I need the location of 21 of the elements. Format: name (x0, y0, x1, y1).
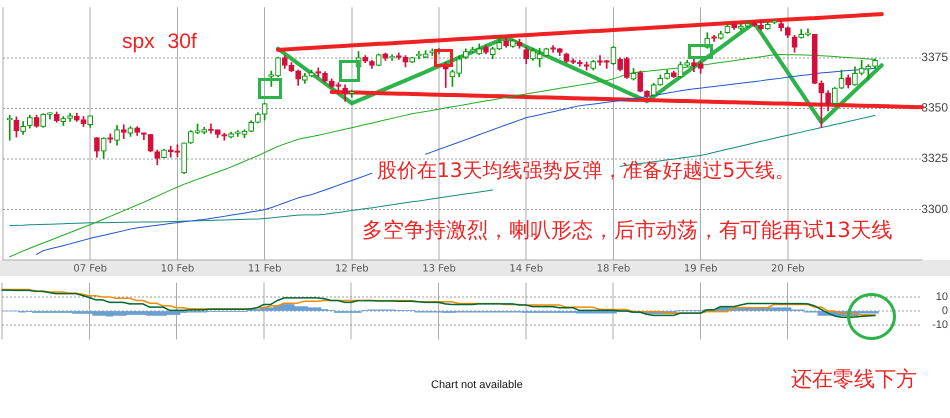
y-tick-label: 3325 (921, 151, 948, 166)
y-tick-label: 3300 (921, 202, 948, 216)
x-tick-label: 13 Feb (422, 264, 456, 275)
y-tick-label: 3375 (921, 50, 948, 64)
y-tick-label: 3350 (921, 100, 948, 115)
text: 还在零线下方 (791, 367, 917, 392)
x-tick-label: 18 Feb (596, 264, 630, 275)
x-tick-label: 07 Feb (73, 264, 108, 275)
y-tick-label: 10 (936, 290, 948, 303)
y-tick-label: -10 (932, 319, 948, 332)
x-tick-label: 20 Feb (771, 264, 805, 275)
x-tick-label: 14 Feb (509, 264, 544, 275)
text: spx 30f (122, 30, 197, 53)
x-tick-label: 12 Feb (335, 264, 369, 275)
text: Chart not available (431, 379, 523, 392)
x-tick-label: 10 Feb (160, 264, 194, 275)
annotation: 股价在13天均线强势反弹，准备好越过5天线。 (377, 158, 796, 182)
x-tick-label: 11 Feb (248, 264, 282, 275)
annotation: 多空争持激烈，喇叭形态，后市动荡，有可能再试13天线 (362, 218, 893, 242)
x-tick-label: 19 Feb (684, 264, 718, 275)
y-tick-label: 0 (942, 305, 948, 318)
